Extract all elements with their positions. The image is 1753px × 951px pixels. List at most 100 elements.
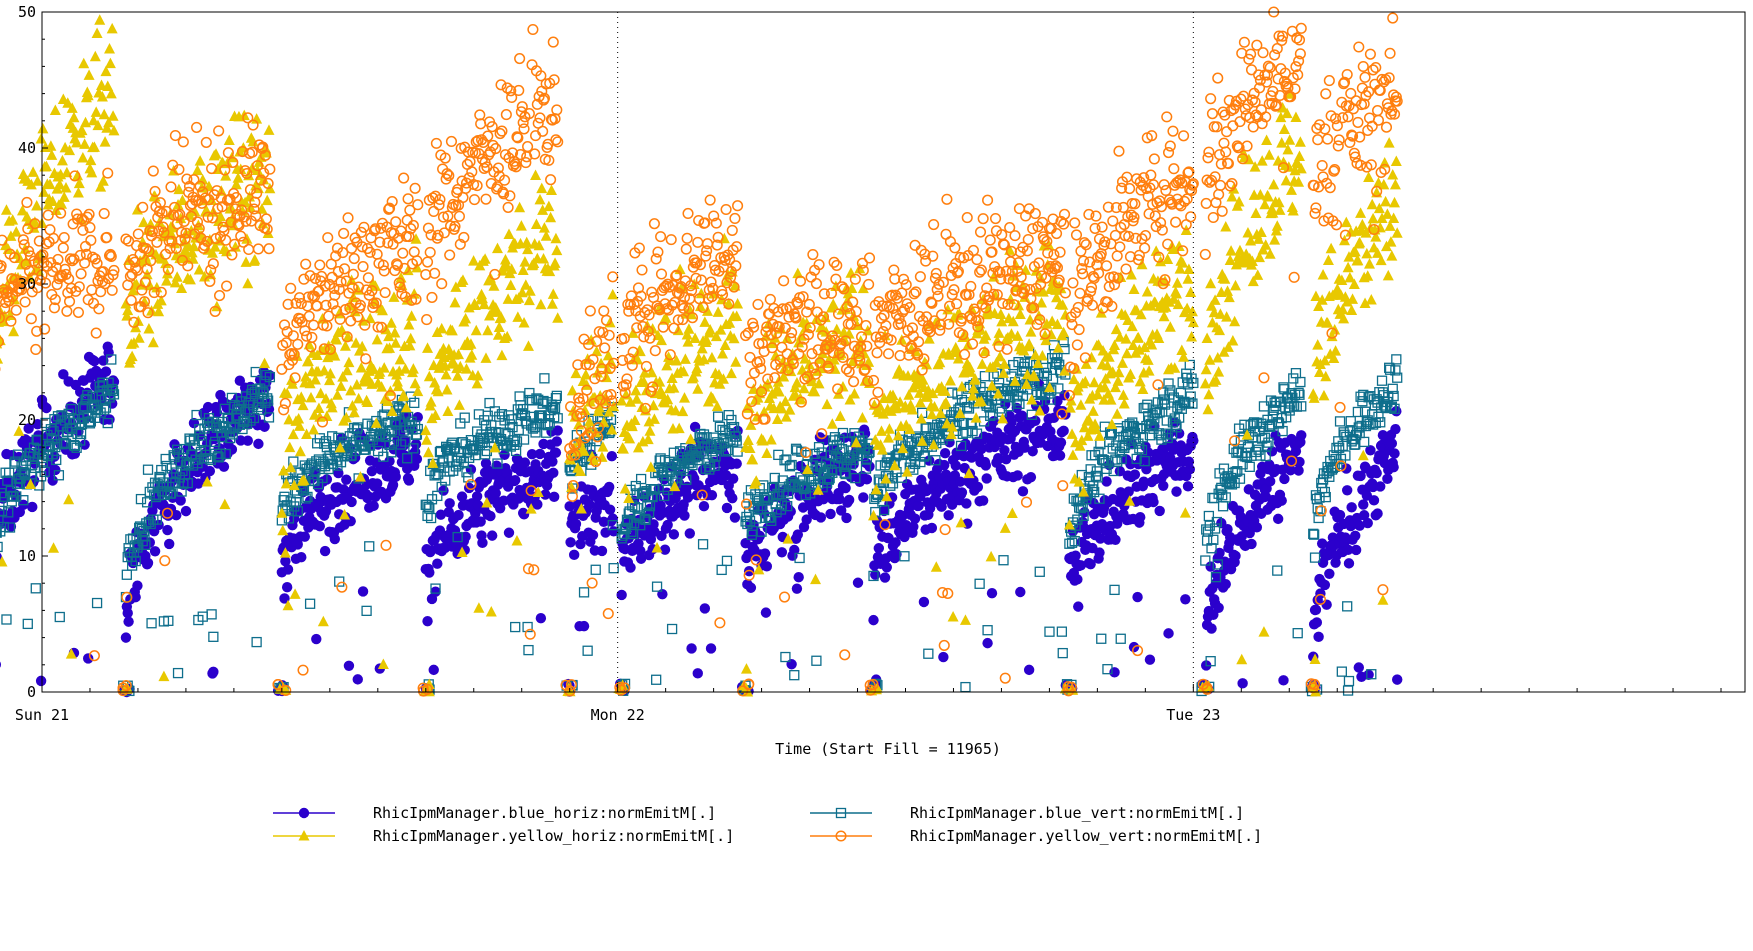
data-point-bv xyxy=(226,392,238,404)
data-point-bv xyxy=(29,462,41,474)
data-point-yh xyxy=(91,27,103,39)
data-point-bv xyxy=(18,495,29,506)
data-point-bh xyxy=(721,502,733,514)
data-point-bh xyxy=(1016,410,1028,421)
data-point-yh xyxy=(1354,236,1366,248)
data-point-bv xyxy=(319,461,331,472)
data-point-bv xyxy=(923,648,934,659)
data-point-bh xyxy=(503,527,515,538)
data-point-bh xyxy=(909,513,921,524)
data-point-bv xyxy=(473,409,485,420)
data-point-yh xyxy=(466,349,478,360)
data-point-bh xyxy=(214,443,225,454)
data-point-yh xyxy=(80,116,92,128)
data-point-bv xyxy=(327,431,338,442)
data-point-bv xyxy=(453,459,464,470)
data-point-yh xyxy=(1200,363,1212,375)
data-point-bv xyxy=(59,437,70,448)
data-point-bh xyxy=(169,439,180,450)
data-point-yv xyxy=(279,397,291,410)
data-point-yv xyxy=(83,208,95,220)
data-point-bh xyxy=(171,509,182,521)
data-point-yh xyxy=(1059,309,1071,320)
data-point-bv xyxy=(90,412,101,423)
data-point-bh xyxy=(1058,425,1069,437)
data-point-bv xyxy=(582,645,593,656)
data-point-bh xyxy=(211,407,223,419)
data-point-yh xyxy=(378,362,390,373)
data-point-bh xyxy=(692,668,703,679)
data-point-bv xyxy=(262,395,274,406)
data-point-bv xyxy=(335,457,347,468)
data-point-yh xyxy=(519,256,531,267)
data-point-yh xyxy=(1227,335,1239,346)
data-point-yh xyxy=(193,263,205,275)
data-point-bh xyxy=(625,562,636,573)
data-point-bv xyxy=(528,411,539,423)
data-point-bh xyxy=(1129,469,1141,480)
data-point-bh xyxy=(743,566,755,577)
data-point-yh xyxy=(457,274,469,285)
data-point-bv xyxy=(452,531,463,543)
data-point-bh xyxy=(180,505,192,517)
data-point-bv xyxy=(372,445,384,457)
data-point-bh xyxy=(1389,448,1400,459)
data-point-yh xyxy=(1383,137,1395,148)
data-point-yh xyxy=(493,321,505,333)
data-point-bv xyxy=(165,488,177,499)
data-point-bv xyxy=(402,453,413,464)
data-point-yh xyxy=(49,104,61,116)
data-point-bh xyxy=(50,464,61,476)
data-point-bh xyxy=(1310,604,1322,616)
data-point-bv xyxy=(154,471,165,483)
data-point-bh xyxy=(1386,438,1398,449)
data-point-bh xyxy=(387,479,399,491)
data-point-yh xyxy=(1023,338,1035,349)
data-point-bh xyxy=(551,436,563,447)
data-point-yh xyxy=(410,233,422,244)
data-point-bh xyxy=(1023,664,1035,676)
data-point-bh xyxy=(1030,415,1041,426)
data-point-bh xyxy=(986,588,998,599)
data-point-yh xyxy=(546,298,558,309)
data-point-yv xyxy=(338,263,351,275)
data-point-yh xyxy=(712,306,724,317)
data-point-bv xyxy=(215,448,226,459)
data-point-bv xyxy=(3,467,15,478)
data-point-yh xyxy=(549,257,561,268)
data-point-bv xyxy=(205,454,216,466)
data-point-bv xyxy=(496,409,508,420)
data-point-yh xyxy=(405,332,417,344)
data-point-bh xyxy=(1073,601,1084,612)
data-point-bh xyxy=(311,633,322,645)
data-point-bh xyxy=(861,474,873,485)
data-point-yh xyxy=(421,434,433,445)
data-point-bh xyxy=(1075,560,1087,571)
data-point-bh xyxy=(412,411,423,423)
data-point-bv xyxy=(180,459,192,471)
data-point-yh xyxy=(747,453,759,465)
data-point-bh xyxy=(731,458,742,469)
data-point-bv xyxy=(0,505,8,517)
data-point-bh xyxy=(519,457,531,468)
data-point-yh xyxy=(536,182,548,194)
data-point-bh xyxy=(1154,505,1165,517)
data-point-bh xyxy=(699,603,711,614)
data-point-bh xyxy=(786,659,797,670)
data-point-bv xyxy=(463,472,474,483)
data-point-yh xyxy=(422,446,434,458)
data-point-bh xyxy=(485,510,496,522)
data-point-bv xyxy=(518,434,530,445)
data-point-bh xyxy=(852,577,864,588)
data-point-bv xyxy=(53,470,65,481)
data-point-yh xyxy=(607,288,619,300)
data-point-yv xyxy=(249,196,261,208)
data-point-bh xyxy=(548,491,560,503)
data-point-bh xyxy=(976,443,987,455)
data-point-bv xyxy=(387,425,398,436)
data-point-yv xyxy=(207,258,219,270)
data-point-bv xyxy=(108,389,120,400)
data-point-yh xyxy=(389,326,401,338)
data-point-yh xyxy=(1284,134,1296,145)
data-point-bv xyxy=(12,449,24,460)
